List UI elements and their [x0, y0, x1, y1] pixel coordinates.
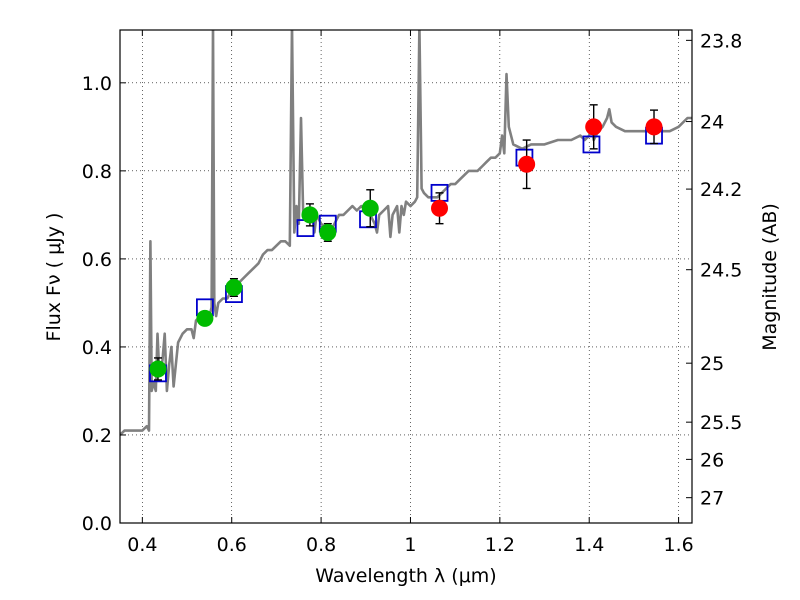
x-tick-label: 1.4 — [574, 534, 604, 556]
plot-area — [120, 30, 692, 436]
x-tick-label: 0.8 — [306, 534, 336, 556]
spectrum-line — [120, 30, 692, 436]
y2-tick-label: 24.5 — [700, 260, 742, 282]
y-axis-label: Flux Fν ( μJy ) — [43, 213, 65, 342]
y2-tick-label: 26 — [700, 449, 724, 471]
observation-point — [518, 155, 536, 173]
y2-axis-label: Magnitude (AB) — [759, 203, 781, 351]
y-tick-label: 0.4 — [82, 337, 112, 359]
y-tick-label: 1.0 — [82, 73, 112, 95]
model-photometry-square — [582, 135, 601, 154]
y-tick-label: 0.2 — [82, 425, 112, 447]
observation-point — [196, 309, 214, 327]
y2-tick-label: 27 — [700, 488, 724, 510]
y2-tick-label: 24.2 — [700, 179, 742, 201]
x-tick-label: 1.6 — [663, 534, 693, 556]
y-tick-label: 0.8 — [82, 161, 112, 183]
y2-tick-label: 25 — [700, 353, 724, 375]
observation-point — [361, 199, 379, 217]
x-tick-label: 0.6 — [217, 534, 247, 556]
x-tick-label: 0.4 — [127, 534, 157, 556]
y-tick-label: 0.0 — [82, 513, 112, 535]
observation-point — [149, 360, 167, 378]
plot-frame — [119, 29, 693, 524]
axis-ticks: 0.4 0.6 0.8 1 1.2 1.4 1.6 0.0 0.2 0.4 0.6 0.8 1.0 23.… — [82, 30, 742, 556]
observation-point — [319, 223, 337, 241]
y2-tick-label: 25.5 — [700, 412, 742, 434]
y2-tick-label: 23.8 — [700, 30, 742, 52]
x-tick-label: 1 — [404, 534, 416, 556]
grid-lines — [120, 30, 692, 524]
observation-point — [431, 199, 449, 217]
y-tick-label: 0.6 — [82, 249, 112, 271]
x-axis-label: Wavelength λ (μm) — [315, 565, 496, 587]
observation-point — [225, 279, 243, 297]
x-tick-label: 1.2 — [485, 534, 515, 556]
observation-point — [301, 206, 319, 224]
observation-point — [585, 118, 603, 136]
observation-point — [645, 118, 663, 136]
y2-tick-label: 24 — [700, 112, 724, 134]
